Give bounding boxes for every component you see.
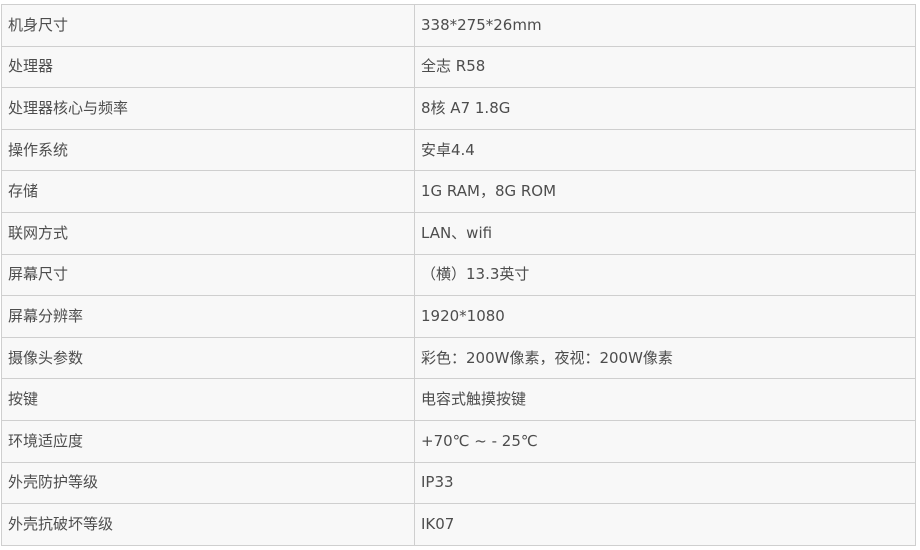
spec-label: 处理器	[1, 45, 415, 89]
spec-value: （横）13.3英寸	[414, 253, 916, 297]
spec-value: 338*275*26mm	[414, 4, 916, 47]
spec-label: 联网方式	[1, 211, 415, 255]
table-row: 外壳防护等级 IP33	[1, 461, 916, 505]
spec-value: IP33	[414, 461, 916, 505]
spec-value: IK07	[414, 503, 916, 546]
table-row: 屏幕尺寸 （横）13.3英寸	[1, 253, 916, 297]
table-row: 按键 电容式触摸按键	[1, 378, 916, 421]
product-spec-table: 机身尺寸 338*275*26mm 处理器 全志 R58 处理器核心与频率 8核…	[1, 4, 916, 546]
table-row: 存储 1G RAM，8G ROM	[1, 170, 916, 213]
table-row: 操作系统 安卓4.4	[1, 128, 916, 172]
table-row: 外壳抗破坏等级 IK07	[1, 503, 916, 546]
table-row: 屏幕分辨率 1920*1080	[1, 295, 916, 338]
spec-label: 存储	[1, 170, 415, 213]
table-row: 处理器 全志 R58	[1, 45, 916, 89]
spec-label: 外壳防护等级	[1, 461, 415, 505]
spec-value: 电容式触摸按键	[414, 378, 916, 421]
spec-label: 操作系统	[1, 128, 415, 172]
spec-value: 1G RAM，8G ROM	[414, 170, 916, 213]
spec-label: 机身尺寸	[1, 4, 415, 47]
table-row: 环境适应度 +70℃ ~ - 25℃	[1, 419, 916, 463]
spec-label: 环境适应度	[1, 419, 415, 463]
table-row: 处理器核心与频率 8核 A7 1.8G	[1, 87, 916, 130]
spec-value: 1920*1080	[414, 295, 916, 338]
table-row: 机身尺寸 338*275*26mm	[1, 4, 916, 47]
spec-value: 全志 R58	[414, 45, 916, 89]
spec-label: 屏幕分辨率	[1, 295, 415, 338]
spec-value: LAN、wifi	[414, 211, 916, 255]
spec-label: 屏幕尺寸	[1, 253, 415, 297]
spec-value: +70℃ ~ - 25℃	[414, 419, 916, 463]
spec-label: 摄像头参数	[1, 336, 415, 380]
spec-value: 安卓4.4	[414, 128, 916, 172]
spec-value: 8核 A7 1.8G	[414, 87, 916, 130]
spec-value: 彩色：200W像素，夜视：200W像素	[414, 336, 916, 380]
spec-label: 处理器核心与频率	[1, 87, 415, 130]
table-row: 联网方式 LAN、wifi	[1, 211, 916, 255]
table-row: 摄像头参数 彩色：200W像素，夜视：200W像素	[1, 336, 916, 380]
spec-label: 按键	[1, 378, 415, 421]
spec-label: 外壳抗破坏等级	[1, 503, 415, 546]
